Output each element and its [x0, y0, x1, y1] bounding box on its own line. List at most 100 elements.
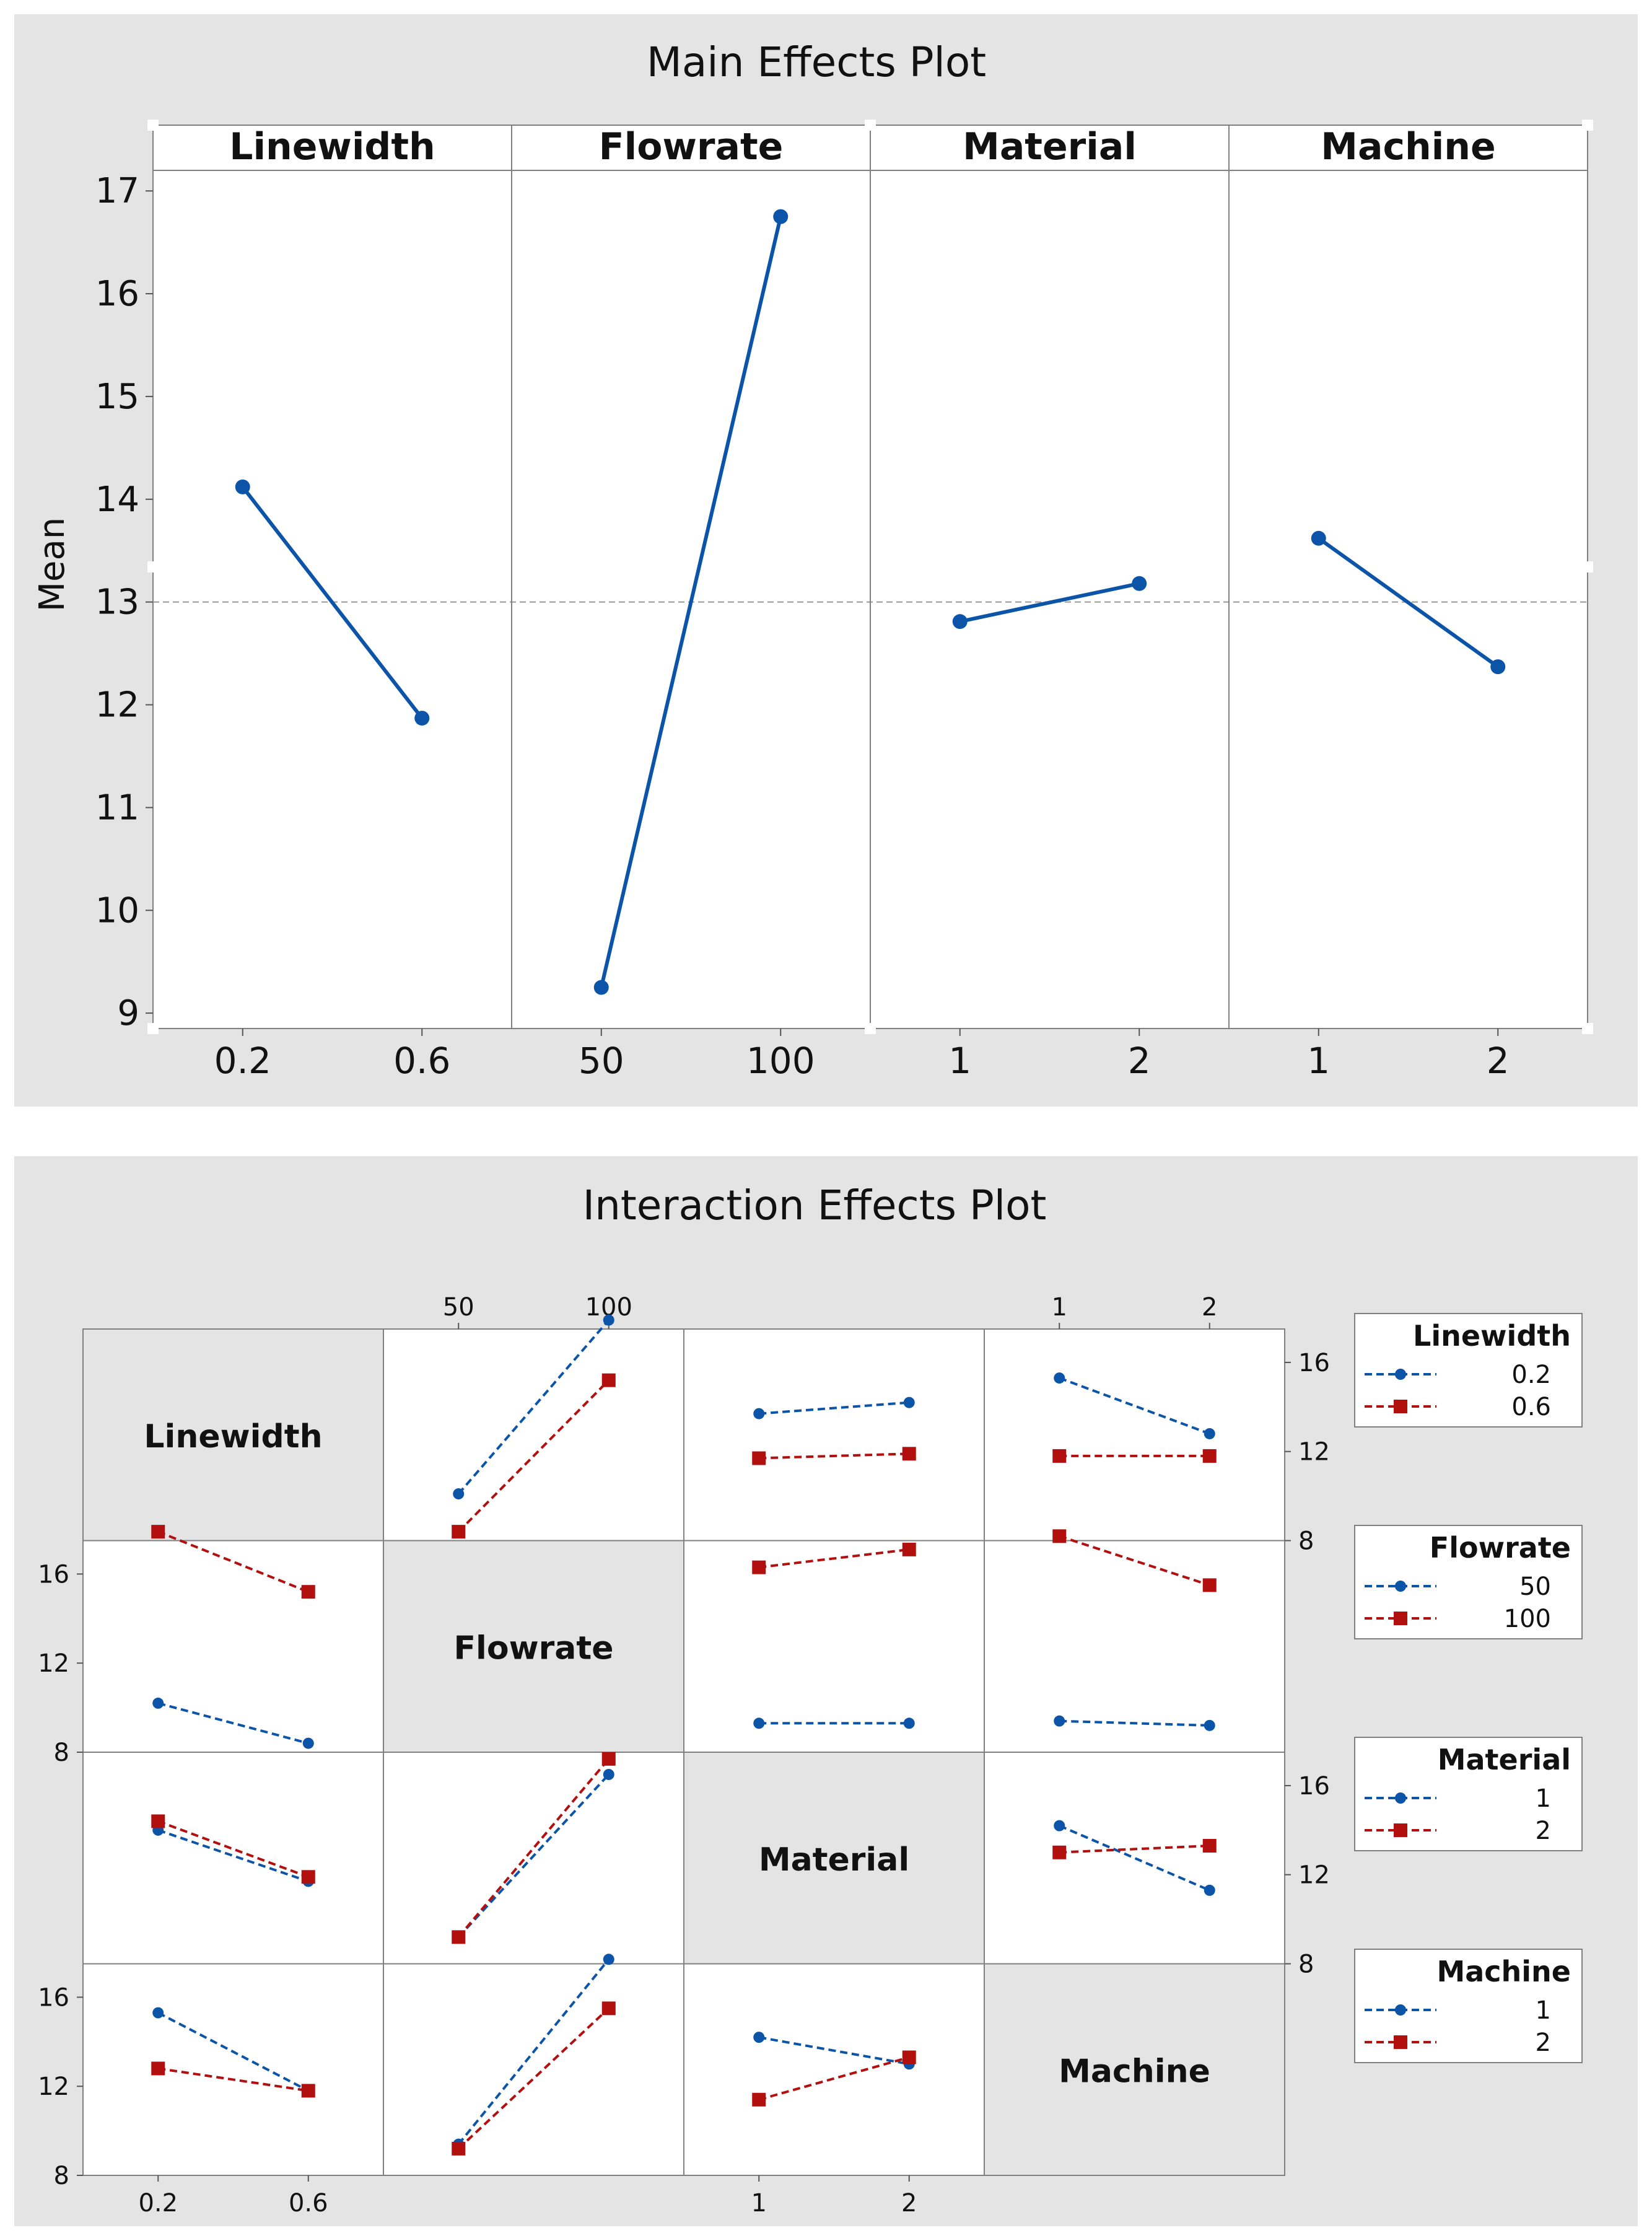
interaction-series-line — [759, 1401, 909, 1415]
interaction-series-line — [457, 1773, 610, 1938]
legend-entry-label: 0.6 — [1511, 1393, 1551, 1421]
interaction-diagonal-cell — [82, 1328, 384, 1542]
legend-swatch-marker — [1394, 1612, 1407, 1625]
interaction-point — [1204, 1428, 1215, 1439]
interaction-bottom-tick-label: 0.6 — [289, 2189, 328, 2218]
interaction-series-line — [157, 1530, 309, 1594]
legend-flowrate: Flowrate 50 100 — [1354, 1525, 1583, 1639]
interaction-left-tick-label: 12 — [38, 1649, 69, 1678]
interaction-diagonal-label-machine: Machine — [1059, 2053, 1210, 2090]
interaction-point — [452, 2141, 466, 2156]
interaction-series-line — [1059, 1824, 1210, 1892]
main-effects-y-axis-label: Mean — [32, 517, 72, 612]
interaction-bottom-tick-label: 0.2 — [138, 2189, 178, 2218]
selection-handle — [865, 120, 876, 131]
main-effects-point — [593, 980, 609, 995]
interaction-cell — [383, 1752, 684, 1965]
interaction-point — [603, 1768, 614, 1780]
interaction-point — [603, 1954, 614, 1965]
main-effects-x-tick-label: 0.2 — [214, 1040, 271, 1082]
main-effects-point — [235, 479, 250, 494]
interaction-point — [902, 2050, 916, 2064]
selection-handle — [1582, 561, 1593, 573]
main-effects-panel-header-material: Material — [963, 125, 1137, 169]
interaction-right-tick-label: 12 — [1298, 1861, 1330, 1890]
interaction-point — [752, 1560, 766, 1574]
main-effects-x-tick-label: 1 — [948, 1040, 971, 1082]
interaction-point — [1052, 1845, 1067, 1859]
legend-title: Machine — [1436, 1955, 1571, 1988]
interaction-series-line — [457, 1319, 610, 1495]
interaction-cell — [383, 1328, 684, 1542]
interaction-point — [151, 1525, 165, 1539]
main-effects-plot: Main Effects Plot Mean Linewidth Flowrate… — [14, 14, 1638, 1107]
legend-entry-label: 1 — [1536, 1784, 1551, 1813]
legend-entry-label: 1 — [1536, 1996, 1551, 2025]
interaction-diagonal-cell — [984, 1963, 1285, 2176]
interaction-point — [903, 1718, 915, 1729]
interaction-left-tick-label: 12 — [38, 2073, 69, 2101]
interaction-diagonal-label-material: Material — [759, 1841, 909, 1879]
interaction-point — [752, 1451, 766, 1465]
interaction-point — [753, 1718, 765, 1729]
interaction-point — [902, 1447, 916, 1461]
main-effects-x-tick-label: 100 — [746, 1040, 815, 1082]
interaction-right-tick-label: 16 — [1298, 1349, 1330, 1377]
interaction-right-tick-label: 16 — [1298, 1772, 1330, 1801]
interaction-series-line — [758, 2056, 910, 2101]
interaction-diagonal-cell — [683, 1752, 985, 1965]
main-effects-y-tick-label: 15 — [95, 377, 139, 417]
interaction-point — [601, 1752, 616, 1766]
interaction-cell — [383, 1963, 684, 2176]
interaction-point — [601, 1373, 616, 1387]
interaction-series-line — [457, 1758, 610, 1938]
interaction-point — [152, 1697, 164, 1709]
interaction-point — [1204, 1884, 1215, 1896]
interaction-cell — [683, 1963, 985, 2176]
main-effects-point — [773, 209, 789, 224]
interaction-left-tick-label: 8 — [54, 2162, 69, 2190]
main-effects-x-tick-label: 50 — [579, 1040, 624, 1082]
interaction-point — [1052, 1529, 1067, 1543]
interaction-series-line — [157, 1828, 309, 1883]
main-effects-title: Main Effects Plot — [647, 38, 986, 86]
main-effects-y-tick-label: 14 — [95, 480, 139, 520]
interaction-series-line — [457, 1379, 610, 1533]
legend-box — [1354, 1949, 1583, 2063]
interaction-series-line — [157, 1820, 309, 1879]
interaction-series-line — [157, 1701, 309, 1745]
main-effects-y-tick-label: 10 — [95, 890, 139, 931]
main-effects-point — [952, 614, 968, 630]
interaction-series-line — [157, 2067, 309, 2092]
main-effects-point — [1132, 576, 1147, 591]
legend-box — [1354, 1525, 1583, 1639]
interaction-point — [1054, 1372, 1065, 1384]
interaction-left-tick-label: 16 — [38, 1560, 69, 1589]
legend-swatch-marker — [1394, 1400, 1407, 1413]
legend-title: Flowrate — [1430, 1531, 1571, 1564]
interaction-cell — [82, 1752, 384, 1965]
legend-linewidth: Linewidth 0.2 0.6 — [1354, 1313, 1583, 1428]
selection-handle — [147, 561, 159, 573]
interaction-point — [152, 2007, 164, 2019]
interaction-left-tick-label: 16 — [38, 1983, 69, 2012]
legend-entry-label: 0.2 — [1511, 1361, 1551, 1389]
interaction-point — [752, 2092, 766, 2107]
interaction-right-tick-label: 8 — [1298, 1950, 1314, 1979]
legend-entry-label: 2 — [1536, 1817, 1551, 1845]
interaction-bottom-tick-label: 2 — [901, 2189, 917, 2218]
interaction-cell — [82, 1540, 384, 1753]
interaction-cell — [984, 1328, 1285, 1542]
legend-box — [1354, 1313, 1583, 1428]
interaction-cell — [82, 1963, 384, 2176]
main-effects-y-tick-label: 9 — [117, 993, 139, 1033]
interaction-cell — [683, 1328, 985, 1542]
interaction-effects-plot: Interaction Effects Plot Linewidth Flowra… — [14, 1156, 1638, 2226]
interaction-series-line — [759, 1548, 909, 1569]
selection-handle — [1582, 120, 1593, 131]
selection-handle — [865, 1023, 876, 1034]
legend-swatch-marker — [1395, 1792, 1406, 1804]
interaction-series-line — [1059, 1377, 1210, 1435]
main-effects-line-material — [959, 581, 1140, 624]
interaction-series-line — [1059, 1844, 1210, 1854]
